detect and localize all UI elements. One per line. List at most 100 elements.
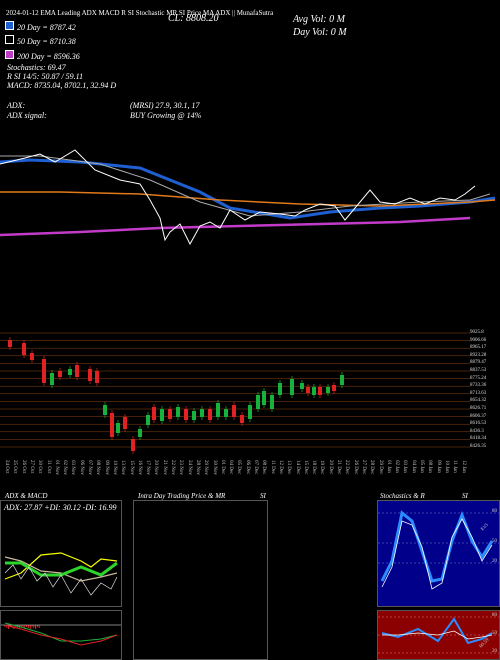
date-label: 30 Oct xyxy=(37,460,43,474)
price-label: 8418.34 xyxy=(470,436,487,442)
candle-body xyxy=(270,395,274,409)
date-label: 29 Dec xyxy=(377,460,383,475)
date-label: 13 Nov xyxy=(120,460,126,475)
date-label: 08 Nov xyxy=(95,460,101,475)
candle-body xyxy=(138,429,142,437)
date-label: 20 Dec xyxy=(327,460,333,475)
date-label: 06 Dec xyxy=(244,460,250,475)
date-label: 28 Nov xyxy=(194,460,200,475)
ticker-line: 2024-01-12 EMA Leading ADX MACD R SI Sto… xyxy=(6,9,274,17)
date-label: 15 Dec xyxy=(302,460,308,475)
candle-body xyxy=(68,369,72,375)
date-label: 21 Nov xyxy=(161,460,167,475)
candle-body xyxy=(224,409,228,417)
mrsi-text: (MRSI) 27.9, 30.1, 17 xyxy=(130,101,200,110)
macd-text: MACD: 8735.04, 8702.1, 32.94 D xyxy=(7,81,117,90)
date-label: 26 Oct xyxy=(20,460,26,474)
date-label: 14 Dec xyxy=(294,460,300,475)
date-label: 16 Nov xyxy=(136,460,142,475)
date-label: 06 Nov xyxy=(78,460,84,475)
price-line xyxy=(0,149,476,246)
date-label: 15 Nov xyxy=(128,460,134,475)
macd-svg xyxy=(1,622,121,646)
candle-body xyxy=(160,409,164,421)
candle-body xyxy=(262,391,266,405)
date-label: 31 Oct xyxy=(45,460,51,474)
price-label: 8654.32 xyxy=(470,398,487,404)
date-label: 27 Oct xyxy=(28,460,34,474)
price-label: 8436.3 xyxy=(470,428,484,434)
plus-di-line xyxy=(4,552,118,580)
date-label: 29 Nov xyxy=(203,460,209,475)
date-label: 20 Nov xyxy=(153,460,159,475)
date-label: 03 Nov xyxy=(70,460,76,475)
date-label: 17 Nov xyxy=(145,460,151,475)
date-label: 11 Jan xyxy=(452,460,458,473)
candle-body xyxy=(88,369,92,381)
si-label-1: SI xyxy=(260,492,266,500)
ma50-legend: 50 Day = 8710.38 xyxy=(5,35,76,46)
ma200-text: 200 Day = 8596.36 xyxy=(17,52,80,61)
candle-body xyxy=(340,375,344,385)
price-label: 8923.28 xyxy=(470,352,487,358)
date-label: 09 Jan xyxy=(435,460,441,473)
si-label-2: SI xyxy=(462,492,468,500)
candle-body xyxy=(192,411,196,420)
candle-body xyxy=(152,407,156,420)
moving-average-chart xyxy=(0,149,496,246)
date-label: 10 Nov xyxy=(111,460,117,475)
candle-body xyxy=(248,405,252,419)
adx-macd-title: ADX & MACD xyxy=(5,492,48,500)
candle-body xyxy=(75,365,79,377)
stochastics-text: Stochastics: 69.47 xyxy=(7,63,66,72)
date-label: 01 Dec xyxy=(219,460,225,475)
adx-values: ADX: 27.87 +DI: 30.12 -DI: 16.99 xyxy=(4,503,117,512)
date-label: 24 Nov xyxy=(186,460,192,475)
ma50-line xyxy=(0,155,491,217)
rsi-svg xyxy=(378,616,499,654)
rsi-line xyxy=(381,617,493,645)
date-label: 30 Nov xyxy=(211,460,217,475)
rsi-tick-80: 80 xyxy=(492,613,497,618)
stoch-title: Stochastics & R xyxy=(380,492,425,500)
candle-body xyxy=(30,353,34,360)
price-label: 8626.71 xyxy=(470,406,487,411)
ma50-text: 50 Day = 8710.38 xyxy=(17,37,76,46)
date-label: 07 Dec xyxy=(253,460,258,475)
mrsi-line xyxy=(382,630,493,640)
candle-body xyxy=(146,415,150,425)
candle-body xyxy=(200,409,204,417)
stoch-tick-80: 80 xyxy=(492,509,497,514)
macd-panel xyxy=(0,610,122,660)
date-label: 12 Jan xyxy=(460,460,466,473)
price-label: 8733.36 xyxy=(470,383,487,389)
stoch-k-line xyxy=(380,510,494,583)
buy-signal-text: BUY Growing @ 14% xyxy=(130,111,202,120)
date-label: 27 Dec xyxy=(360,460,366,475)
date-label: 13 Dec xyxy=(286,460,292,475)
date-axis: 24 Oct 25 Oct 26 Oct 27 Oct 30 Oct 31 Oct 01 N… xyxy=(0,458,500,492)
candle-body xyxy=(184,409,188,420)
date-label: 25 Oct xyxy=(12,460,18,474)
candle-body xyxy=(216,403,220,417)
candle-body xyxy=(290,379,294,395)
date-label: 28 Dec xyxy=(369,460,375,475)
date-label: 23 Nov xyxy=(178,460,184,475)
date-label: 26 Dec xyxy=(352,460,358,475)
adx-line xyxy=(4,556,118,582)
candle-body xyxy=(22,343,26,355)
candle-body xyxy=(8,340,12,347)
rsi-tick-20: 20 xyxy=(492,649,497,654)
candle-body xyxy=(116,423,120,433)
date-label: 12 Dec xyxy=(277,460,283,475)
stoch-d-line xyxy=(381,518,493,590)
date-label: 04 Dec xyxy=(228,460,234,475)
candle-body xyxy=(326,387,330,393)
date-label: 21 Dec xyxy=(336,460,341,475)
candlestick-chart: 9025.8 9006.66 8965.17 8923.28 8879.47 8837.5… xyxy=(0,325,500,455)
ma20-line xyxy=(0,158,496,220)
date-label: 08 Dec xyxy=(261,460,267,475)
candle-body xyxy=(176,407,180,417)
adx-panel: ADX: 27.87 +DI: 30.12 -DI: 16.99 xyxy=(0,500,122,607)
candle-body xyxy=(131,439,135,451)
